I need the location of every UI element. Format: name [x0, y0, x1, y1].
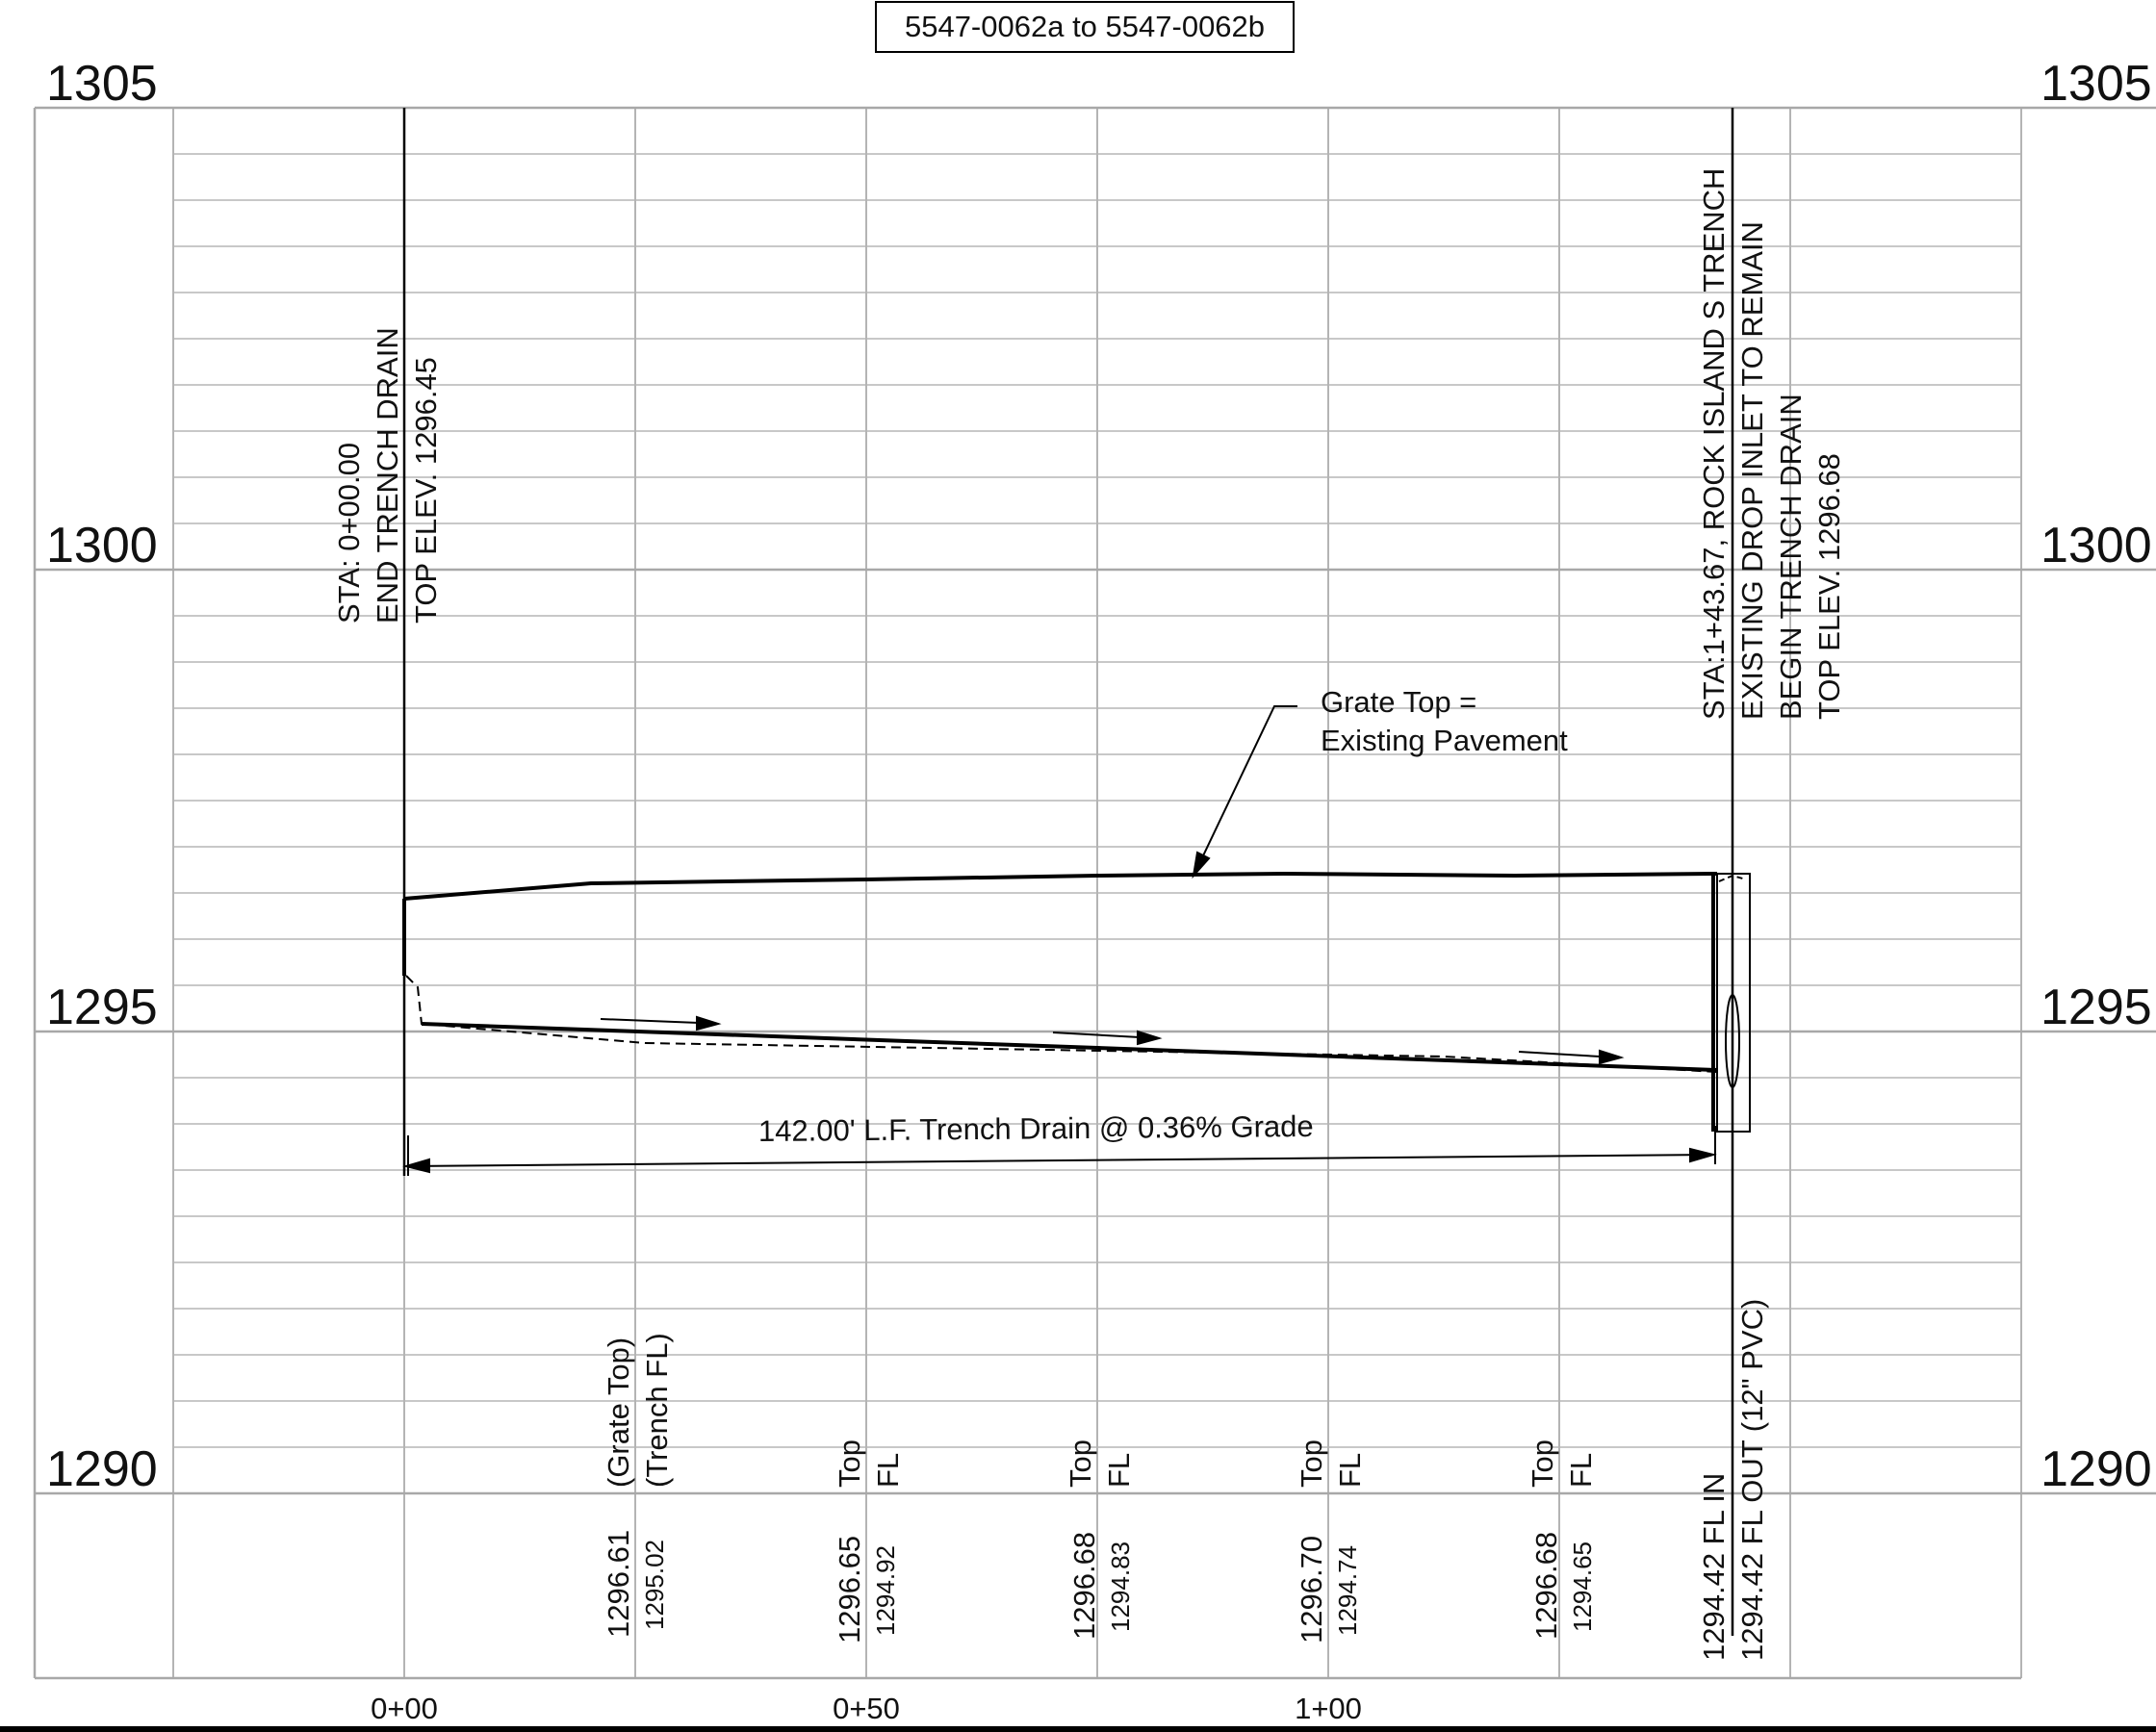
station-labels: 0+00 0+50 1+00: [371, 1692, 1362, 1725]
fl-label: FL: [1564, 1453, 1598, 1488]
band-values: 1296.61 1295.02 1296.65 1294.92 1296.68 …: [602, 1299, 1769, 1661]
trench-fl-header: (Trench FL): [640, 1333, 674, 1488]
elev-label: 1295: [46, 980, 158, 1035]
station-label: 1+00: [1295, 1692, 1362, 1725]
elev-label: 1300: [2040, 518, 2152, 573]
end-callout-line: BEGIN TRENCH DRAIN: [1774, 394, 1808, 720]
elev-label: 1290: [2040, 1441, 2152, 1497]
profile-title: 5547-0062a to 5547-0062b: [905, 10, 1265, 43]
grate-top-value: 1296.68: [1529, 1532, 1563, 1640]
grate-top-value: 1296.65: [833, 1536, 866, 1643]
top-label: Top: [1295, 1439, 1328, 1488]
fl-label: FL: [1102, 1453, 1136, 1488]
fl-label: FL: [871, 1453, 905, 1488]
end-callout-line: TOP ELEV. 1296.68: [1812, 453, 1846, 720]
grate-top-value: 1296.68: [1067, 1532, 1101, 1640]
grate-top-value: 1296.61: [602, 1530, 635, 1638]
grate-top-value: 1296.70: [1295, 1536, 1328, 1643]
elev-label: 1305: [46, 56, 158, 112]
start-callout-line: TOP ELEV. 1296.45: [409, 357, 443, 624]
title-box: [875, 1, 1295, 53]
trench-fl-value: 1295.02: [640, 1540, 669, 1630]
station-label: 0+50: [833, 1692, 900, 1725]
band-column-labels: Top FL Top FL Top FL Top FL: [833, 1439, 1598, 1488]
elev-label: 1300: [46, 518, 158, 573]
grate-note-line2: Existing Pavement: [1321, 724, 1568, 757]
station-label: 0+00: [371, 1692, 438, 1725]
start-callout-line: END TRENCH DRAIN: [371, 327, 404, 624]
top-label: Top: [1064, 1439, 1097, 1488]
end-callout-line: EXISTING DROP INLET TO REMAIN: [1735, 221, 1769, 720]
end-callout: STA:1+43.67, ROCK ISLAND S TRENCH EXISTI…: [1697, 168, 1846, 720]
vertical-grid: [172, 108, 2022, 1678]
trench-fl-value: 1294.65: [1568, 1541, 1597, 1632]
flow-arrows: [600, 1015, 1625, 1065]
grate-leader: [1192, 705, 1297, 879]
grate-note-line1: Grate Top =: [1321, 685, 1476, 719]
trench-flowline: [421, 1022, 1718, 1072]
trench-bottom-dashed: [405, 975, 1718, 1073]
top-label: Top: [833, 1439, 866, 1488]
elevation-labels-right: 1305 1300 1295 1290: [2040, 56, 2152, 1497]
dimension-line: [402, 1126, 1717, 1176]
elev-label: 1290: [46, 1441, 158, 1497]
top-label: Top: [1526, 1439, 1559, 1488]
fl-label: FL: [1333, 1453, 1367, 1488]
grate-top-line: [403, 871, 1718, 901]
grate-top-header: (Grate Top): [602, 1337, 635, 1488]
dimension-label: 142.00' L.F. Trench Drain @ 0.36% Grade: [758, 1109, 1314, 1148]
trench-fl-value: 1294.74: [1333, 1545, 1362, 1636]
band-header: (Grate Top) (Trench FL): [602, 1333, 674, 1488]
start-callout-line: STA: 0+00.00: [332, 443, 366, 624]
trench-fl-value: 1294.83: [1106, 1541, 1135, 1632]
end-callout-line: STA:1+43.67, ROCK ISLAND S TRENCH: [1697, 168, 1731, 720]
elev-label: 1305: [2040, 56, 2152, 112]
fl-in-value: 1294.42 FL IN: [1697, 1473, 1731, 1661]
major-grid: [33, 106, 2156, 1680]
elev-label: 1295: [2040, 980, 2152, 1035]
start-callout: STA: 0+00.00 END TRENCH DRAIN TOP ELEV. …: [332, 327, 443, 624]
fl-out-value: 1294.42 FL OUT (12" PVC): [1735, 1299, 1769, 1661]
trench-fl-value: 1294.92: [871, 1545, 900, 1636]
drop-inlet: [1711, 873, 1751, 1133]
elevation-labels-left: 1305 1300 1295 1290: [46, 56, 158, 1497]
